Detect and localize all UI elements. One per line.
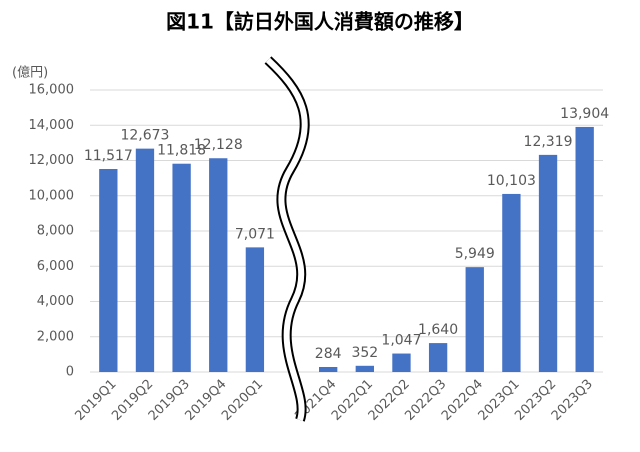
value-label: 10,103 (487, 173, 536, 189)
value-label: 7,071 (235, 226, 275, 242)
bar (538, 154, 558, 372)
bar (245, 247, 265, 372)
x-tick-label: 2020Q1 (219, 377, 266, 424)
chart-title: 図11【訪日外国人消費額の推移】 (166, 10, 474, 34)
bar (392, 353, 411, 372)
value-label: 284 (315, 346, 342, 362)
value-label: 13,904 (560, 106, 609, 122)
bar (465, 267, 484, 372)
y-tick-label: 14,000 (29, 118, 75, 133)
value-label: 5,949 (455, 246, 495, 262)
y-tick-label: 10,000 (29, 188, 75, 203)
value-label: 1,640 (418, 322, 458, 338)
bar (428, 343, 448, 372)
y-tick-label: 12,000 (29, 153, 75, 168)
y-tick-label: 6,000 (37, 259, 74, 274)
value-label: 12,673 (120, 128, 169, 144)
bar (575, 126, 594, 372)
value-label: 1,047 (381, 333, 421, 349)
bar (172, 163, 191, 372)
bar (209, 158, 228, 372)
value-label: 11,517 (84, 148, 133, 164)
bar (135, 148, 155, 372)
bar (99, 169, 118, 372)
value-label: 12,319 (524, 134, 573, 150)
y-tick-label: 16,000 (29, 83, 75, 98)
plot-area: 0 2,000 4,000 6,000 8,000 10,000 12,000 14,000 1… (29, 83, 610, 424)
value-label: 352 (351, 345, 378, 361)
bar (502, 193, 521, 372)
value-label: 12,128 (194, 137, 243, 153)
y-tick-label: 2,000 (37, 329, 74, 344)
axis-break (264, 56, 310, 422)
bar (319, 366, 338, 372)
y-tick-label: 8,000 (37, 224, 74, 239)
y-tick-label: 4,000 (37, 294, 74, 309)
y-axis-label: (億円) (12, 65, 48, 81)
bar (355, 365, 374, 372)
y-tick-label: 0 (66, 365, 74, 380)
x-tick-label: 2023Q3 (549, 377, 596, 424)
value-label: 11,818 (157, 143, 206, 159)
